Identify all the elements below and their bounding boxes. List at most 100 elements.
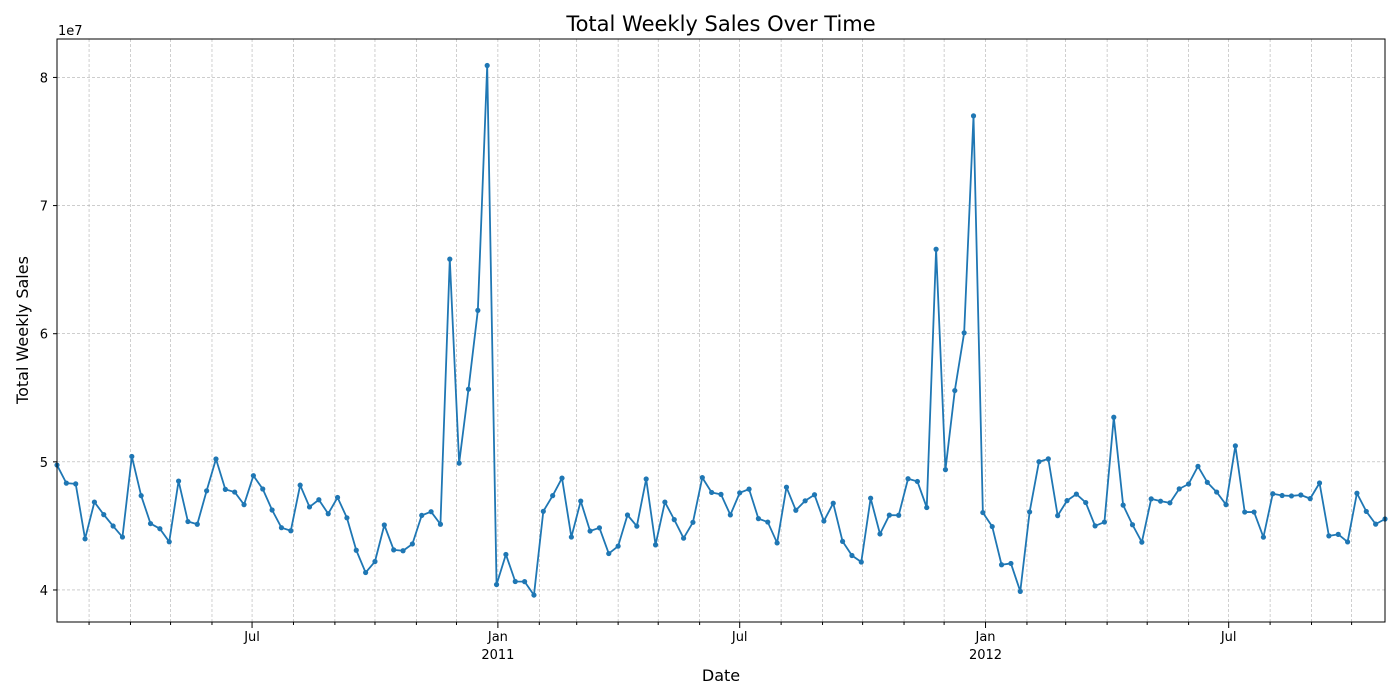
data-point bbox=[1101, 519, 1108, 525]
data-point bbox=[465, 386, 472, 392]
data-point bbox=[765, 519, 771, 525]
data-point bbox=[1167, 500, 1173, 506]
data-point bbox=[868, 495, 874, 501]
data-point bbox=[1232, 443, 1238, 449]
data-point bbox=[353, 547, 359, 553]
data-point bbox=[924, 504, 930, 511]
data-point bbox=[1017, 588, 1023, 594]
y-tick-label: 5 bbox=[40, 456, 48, 471]
data-point bbox=[1186, 481, 1192, 487]
data-point bbox=[550, 493, 556, 499]
data-point bbox=[540, 508, 546, 514]
data-point bbox=[372, 558, 378, 565]
data-point bbox=[1298, 492, 1304, 498]
data-point bbox=[437, 521, 444, 527]
chart-title: Total Weekly Sales Over Time bbox=[565, 12, 875, 36]
data-point bbox=[727, 512, 733, 518]
data-point bbox=[1139, 539, 1145, 545]
x-tick-label: Jan bbox=[975, 630, 996, 645]
y-axis-offset-label: 1e7 bbox=[58, 24, 83, 39]
data-point bbox=[101, 512, 107, 518]
data-point bbox=[110, 523, 116, 529]
data-point bbox=[942, 467, 949, 473]
data-point bbox=[1064, 498, 1070, 504]
data-point bbox=[793, 507, 799, 513]
y-tick-label: 7 bbox=[40, 200, 48, 215]
data-point bbox=[783, 484, 790, 490]
data-point bbox=[1214, 489, 1220, 495]
x-tick-year-label: 2012 bbox=[969, 648, 1002, 663]
data-point bbox=[680, 535, 687, 541]
data-point bbox=[662, 499, 668, 505]
data-point bbox=[634, 523, 640, 529]
data-point bbox=[213, 456, 219, 462]
data-point bbox=[428, 509, 434, 515]
data-point bbox=[568, 534, 574, 540]
data-point bbox=[811, 492, 818, 498]
data-point bbox=[1092, 523, 1098, 529]
data-point bbox=[484, 62, 490, 69]
data-point bbox=[1316, 480, 1323, 486]
data-point bbox=[1344, 539, 1351, 545]
data-point bbox=[1176, 486, 1182, 492]
data-point bbox=[419, 512, 425, 518]
data-point bbox=[1073, 491, 1079, 497]
data-point bbox=[961, 330, 967, 336]
data-point bbox=[1326, 533, 1332, 539]
data-point bbox=[522, 579, 528, 585]
x-tick-year-label: 2011 bbox=[481, 648, 514, 663]
data-point bbox=[1270, 491, 1276, 497]
data-point bbox=[1111, 414, 1117, 420]
data-point bbox=[980, 509, 986, 516]
data-point bbox=[1242, 509, 1248, 515]
data-point bbox=[821, 518, 827, 524]
data-point bbox=[970, 113, 977, 119]
data-point bbox=[297, 482, 303, 488]
data-point bbox=[1008, 560, 1014, 567]
x-tick-label: Jul bbox=[243, 630, 260, 645]
data-point bbox=[250, 473, 256, 479]
data-point bbox=[896, 512, 902, 518]
data-point bbox=[1157, 498, 1164, 504]
data-point bbox=[699, 475, 705, 481]
plot-frame bbox=[56, 38, 1386, 623]
x-axis-label: Date bbox=[702, 666, 740, 685]
data-point bbox=[746, 486, 752, 492]
data-point bbox=[381, 522, 387, 528]
data-point bbox=[493, 581, 500, 588]
data-point bbox=[1251, 509, 1257, 515]
data-point bbox=[839, 538, 846, 545]
data-point bbox=[1027, 509, 1033, 515]
data-point bbox=[737, 490, 743, 496]
data-point bbox=[652, 542, 659, 548]
data-point bbox=[643, 476, 649, 482]
data-point bbox=[830, 500, 836, 506]
data-point bbox=[241, 502, 247, 508]
data-point bbox=[531, 592, 537, 598]
data-point bbox=[1055, 513, 1061, 519]
data-point bbox=[391, 547, 397, 553]
data-point bbox=[166, 539, 172, 545]
data-point bbox=[587, 528, 593, 534]
data-point bbox=[334, 494, 341, 501]
data-point bbox=[1148, 496, 1154, 502]
data-point bbox=[447, 256, 453, 262]
data-point bbox=[1129, 522, 1136, 528]
data-point bbox=[905, 476, 911, 482]
x-tick-label: Jan bbox=[487, 630, 508, 645]
data-point bbox=[1083, 499, 1089, 506]
x-tick-label: Jul bbox=[1220, 630, 1237, 645]
data-point bbox=[615, 543, 621, 549]
data-point bbox=[400, 548, 406, 554]
data-point bbox=[409, 541, 415, 547]
data-point bbox=[1195, 463, 1201, 469]
grid bbox=[57, 39, 1385, 622]
data-point bbox=[1045, 456, 1051, 462]
data-point bbox=[933, 246, 939, 252]
data-point bbox=[129, 453, 135, 460]
data-point bbox=[260, 486, 266, 492]
data-point bbox=[709, 489, 715, 496]
x-tick-label: Jul bbox=[731, 630, 748, 645]
data-point bbox=[559, 475, 565, 481]
data-point bbox=[344, 515, 350, 521]
